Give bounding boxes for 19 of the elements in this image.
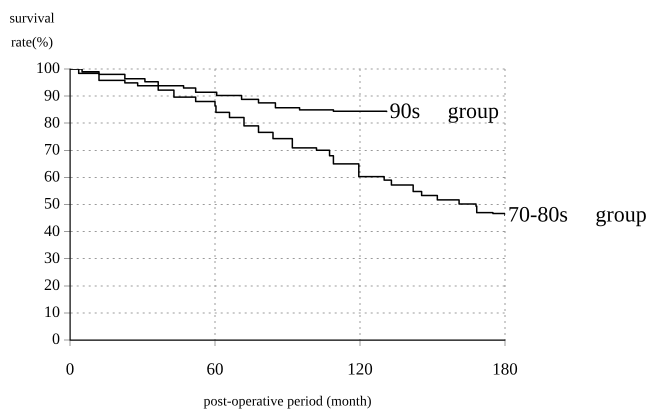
x-tick-label: 120 [347, 360, 373, 379]
y-tick-label: 60 [44, 168, 60, 186]
series-label: 70-80s group [508, 202, 647, 227]
y-tick-label: 0 [52, 331, 60, 348]
y-tick-label: 100 [36, 60, 60, 78]
y-axis-title: survival rate(%) [9, 12, 55, 51]
series-label: 90s group [390, 98, 499, 123]
x-axis-title: post-operative period (month) [204, 394, 372, 410]
y-tick-label: 40 [44, 222, 60, 240]
y-tick-label: 50 [44, 196, 60, 213]
x-tick-label: 180 [492, 360, 518, 379]
y-tick-label: 90 [44, 87, 60, 104]
y-tick-label: 30 [44, 250, 60, 267]
x-tick-label: 60 [206, 360, 224, 379]
y-tick-label: 20 [44, 277, 60, 294]
y-tick-label: 10 [44, 304, 60, 322]
y-tick-label: 80 [44, 114, 60, 132]
y-tick-label: 70 [44, 142, 60, 159]
x-tick-label: 0 [66, 360, 74, 379]
